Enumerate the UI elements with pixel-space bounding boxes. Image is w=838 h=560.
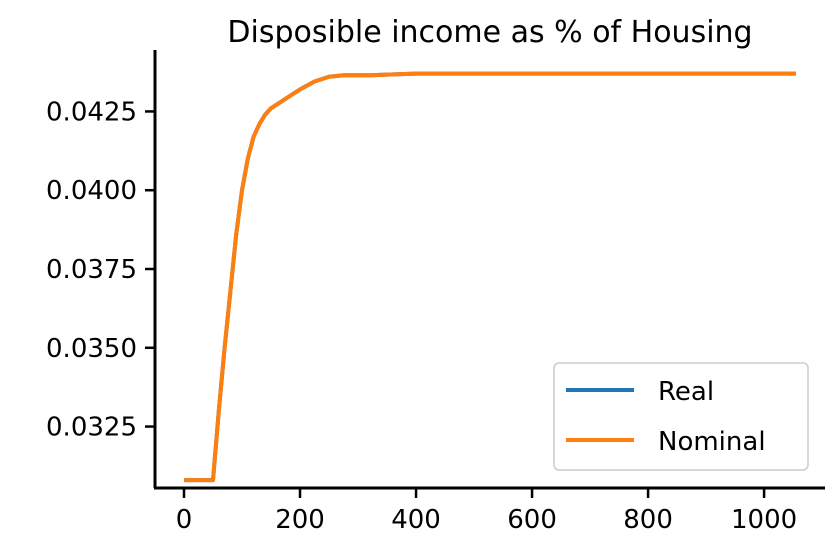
y-tick-label: 0.0400	[46, 176, 137, 206]
legend: Real Nominal	[553, 362, 809, 471]
x-axis-ticks: 0 200 400 600 800 1000	[176, 488, 797, 535]
series-line-nominal	[184, 71, 796, 483]
x-tick-label: 600	[507, 505, 557, 535]
x-tick-label: 200	[275, 505, 325, 535]
y-axis-ticks: 0.0325 0.0350 0.0375 0.0400 0.0425	[46, 97, 155, 443]
chart-title: Disposible income as % of Housing	[227, 15, 752, 50]
x-tick-label: 800	[623, 505, 673, 535]
x-tick-label: 0	[176, 505, 193, 535]
legend-label-real: Real	[658, 377, 714, 407]
plot-lines	[184, 71, 796, 483]
x-tick-label: 400	[391, 505, 441, 535]
y-tick-label: 0.0375	[46, 255, 137, 285]
y-tick-label: 0.0325	[46, 413, 137, 443]
x-tick-label: 1000	[731, 505, 797, 535]
y-tick-label: 0.0350	[46, 334, 137, 364]
y-tick-label: 0.0425	[46, 97, 137, 127]
legend-label-nominal: Nominal	[658, 427, 766, 457]
